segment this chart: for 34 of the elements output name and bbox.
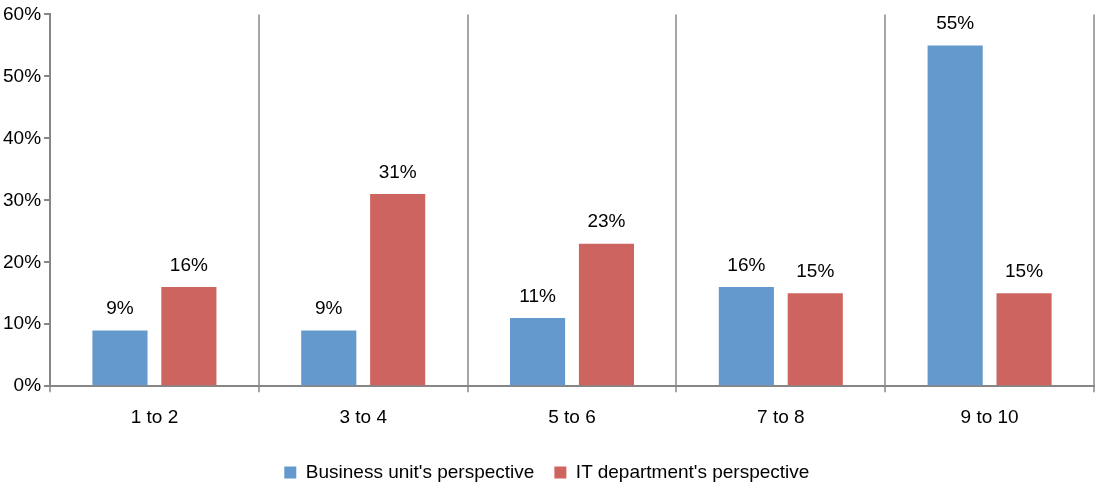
bar <box>787 293 843 386</box>
data-label: 9% <box>106 297 134 319</box>
x-tick-label: 9 to 10 <box>960 405 1019 427</box>
data-label: 23% <box>587 210 626 232</box>
data-label: 9% <box>315 297 343 319</box>
y-tick-label: 30% <box>3 188 42 210</box>
data-label: 16% <box>169 253 208 275</box>
legend-label: IT department's perspective <box>575 460 810 482</box>
y-tick-label: 10% <box>3 312 42 334</box>
bar <box>996 293 1052 386</box>
bar <box>370 194 426 386</box>
y-tick-label: 50% <box>3 64 42 86</box>
data-label: 15% <box>796 259 835 281</box>
x-tick-label: 3 to 4 <box>339 405 388 427</box>
bar <box>92 330 148 386</box>
legend-label: Business unit's perspective <box>305 460 535 482</box>
x-tick-label: 7 to 8 <box>757 405 805 427</box>
y-tick-label: 20% <box>3 250 42 272</box>
bar <box>927 45 983 386</box>
bar <box>510 318 566 386</box>
data-label: 15% <box>1005 259 1044 281</box>
data-label: 11% <box>519 284 556 306</box>
y-tick-label: 0% <box>13 374 42 396</box>
bar <box>578 243 635 386</box>
y-tick-label: 40% <box>3 126 42 148</box>
y-tick-label: 60% <box>3 2 42 24</box>
bar <box>718 287 774 386</box>
data-label: 16% <box>727 253 766 275</box>
data-label: 55% <box>936 12 975 34</box>
x-tick-label: 1 to 2 <box>130 405 179 427</box>
bar <box>301 330 357 386</box>
x-tick-label: 5 to 6 <box>548 405 596 427</box>
bar <box>161 287 217 386</box>
data-label: 31% <box>378 160 417 182</box>
